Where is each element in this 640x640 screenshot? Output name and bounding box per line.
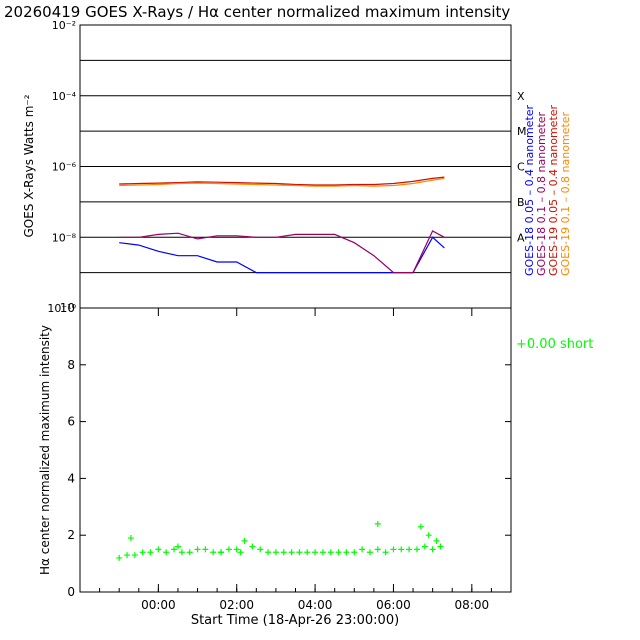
halpha-point [249,543,256,550]
halpha-point [218,549,225,556]
halpha-point [178,549,185,556]
x-tick-label: 04:00 [298,598,333,612]
flare-class-X: X [517,90,525,103]
y-tick-label: 6 [67,415,75,429]
halpha-point [124,552,131,559]
y-tick-label: 10 [60,301,75,315]
y-tick-label: 10⁻² [52,19,76,32]
halpha-point [437,543,444,550]
goes-xray-panel: 10⁻¹⁰ 10⁻⁸ 10⁻⁶ 10⁻⁴ 10⁻² A B C M X GOES X-Rays … [22,19,572,315]
bottom-x-axis-label: Start Time (18-Apr-26 23:00:00) [191,613,399,628]
flare-class-B: B [517,196,525,209]
halpha-point [374,546,381,553]
flare-class-C: C [517,161,525,174]
halpha-point [390,546,397,553]
chart-title: 20260419 GOES X-Rays / Hα center normali… [4,3,510,21]
halpha-point [421,543,428,550]
halpha-point [343,549,350,556]
halpha-point [147,549,154,556]
halpha-point [366,549,373,556]
halpha-point [127,535,134,542]
y-tick-label: 2 [67,528,75,542]
halpha-point [139,549,146,556]
flare-class-A: A [517,231,525,244]
top-y-axis-label: GOES X-Rays Watts m⁻² [22,94,36,237]
goes-series-1 [119,230,445,274]
halpha-point [359,546,366,553]
halpha-point [296,549,303,556]
goes-legend: GOES-18 0.05 – 0.4 nanometer GOES-18 0.1 … [523,104,572,276]
goes-series-3 [119,177,445,187]
legend-entry: GOES-18 0.1 – 0.8 nanometer [535,111,548,276]
halpha-point [237,549,244,556]
halpha-point [304,549,311,556]
x-tick-label: 00:00 [141,598,176,612]
halpha-scatter-points [116,520,444,561]
halpha-point [163,549,170,556]
halpha-point [413,546,420,553]
halpha-point [335,549,342,556]
top-y-tick-labels: 10⁻¹⁰ 10⁻⁸ 10⁻⁶ 10⁻⁴ 10⁻² [47,19,76,315]
halpha-point [186,549,193,556]
legend-entry: GOES-18 0.05 – 0.4 nanometer [523,104,536,276]
goes-series-0 [119,236,445,274]
halpha-point [433,537,440,544]
halpha-point [374,520,381,527]
halpha-point [425,532,432,539]
halpha-point [171,546,178,553]
halpha-legend-label: +0.00 short [516,337,593,352]
y-tick-label: 10⁻¹⁰ [47,302,76,315]
halpha-point [429,546,436,553]
halpha-point [406,546,413,553]
halpha-point [417,523,424,530]
halpha-point [257,546,264,553]
bottom-y-axis-label: Hα center normalized maximum intensity [38,325,52,575]
goes-series-group [119,176,445,274]
halpha-point [202,546,209,553]
halpha-point [241,537,248,544]
bottom-x-ticks: 00:00 02:00 04:00 06:00 08:00 [79,308,512,612]
halpha-point [210,549,217,556]
goes-series-2 [119,176,445,186]
halpha-point [155,546,162,553]
halpha-point [312,549,319,556]
decade-grid-lines [80,59,511,274]
x-tick-label: 08:00 [455,598,490,612]
halpha-point [116,554,123,561]
halpha-point [280,549,287,556]
y-tick-label: 4 [67,471,75,485]
halpha-panel: 0 2 4 6 8 10 00:00 02:00 04:00 06:00 08:00 Hα cen… [38,301,593,628]
halpha-point [131,552,138,559]
halpha-point [319,549,326,556]
bottom-y-ticks: 0 2 4 6 8 10 [60,301,511,599]
halpha-point [382,549,389,556]
y-tick-label: 8 [67,358,75,372]
halpha-point [398,546,405,553]
bottom-plot-frame [79,307,512,593]
halpha-point [265,549,272,556]
y-tick-label: 10⁻⁴ [52,90,77,103]
y-tick-label: 10⁻⁶ [52,161,77,174]
halpha-point [233,546,240,553]
halpha-point [351,549,358,556]
halpha-point [272,549,279,556]
y-tick-label: 0 [67,585,75,599]
x-tick-label: 02:00 [219,598,254,612]
flare-class-M: M [517,125,527,138]
halpha-point [288,549,295,556]
halpha-point [194,546,201,553]
x-tick-label: 06:00 [376,598,411,612]
halpha-point [174,543,181,550]
halpha-point [327,549,334,556]
halpha-point [225,546,232,553]
y-tick-label: 10⁻⁸ [52,231,77,244]
legend-entry: GOES-19 0.05 – 0.4 nanometer [547,104,560,276]
legend-entry: GOES-19 0.1 – 0.8 nanometer [559,111,572,276]
flare-class-labels: A B C M X [517,90,527,245]
